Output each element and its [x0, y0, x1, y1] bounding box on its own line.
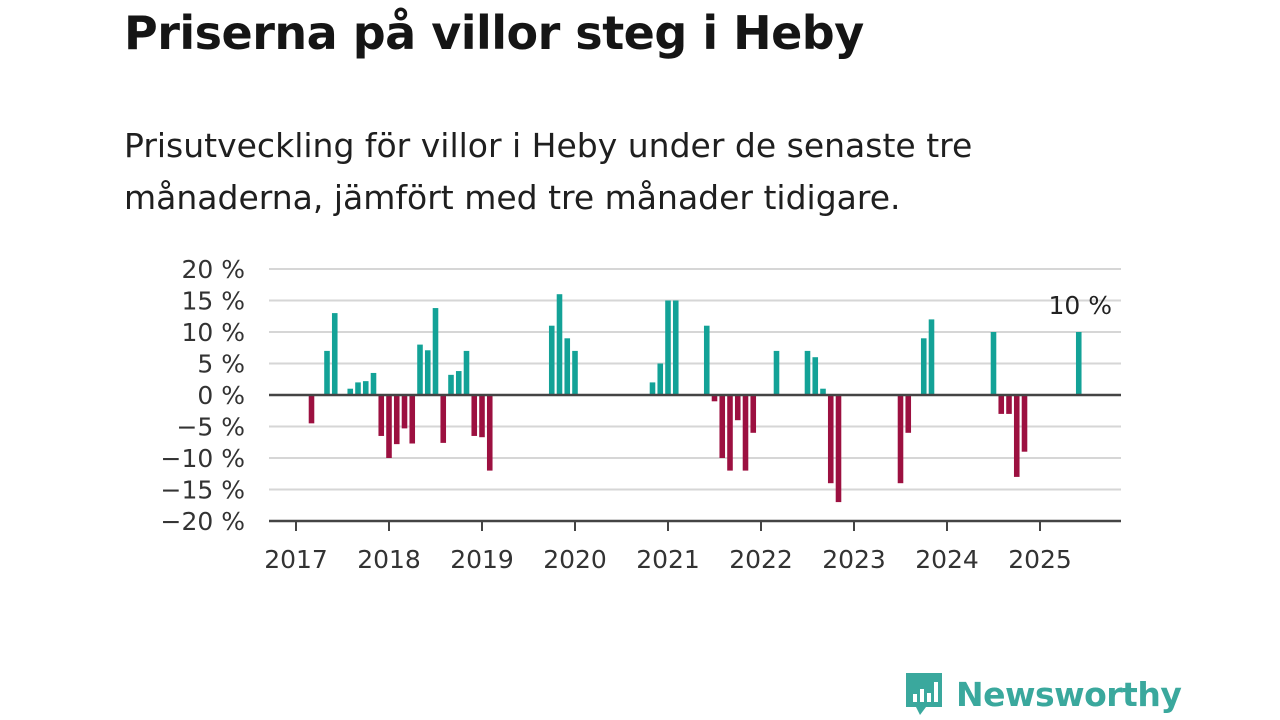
- bar: [355, 382, 361, 395]
- bar: [1013, 395, 1020, 477]
- x-tick-label: 2023: [822, 545, 886, 574]
- brand-logo: Newsworthy: [902, 668, 1182, 720]
- bar: [440, 395, 447, 443]
- bar: [448, 374, 454, 395]
- bar: [742, 395, 749, 471]
- bar: [905, 395, 912, 433]
- y-tick-label: 5 %: [197, 350, 245, 379]
- bar: [548, 325, 555, 395]
- bar: [362, 381, 369, 395]
- y-tick-label: 20 %: [181, 255, 245, 284]
- x-tick-label: 2025: [1008, 545, 1072, 574]
- bar: [463, 350, 470, 395]
- y-tick-label: 0 %: [197, 381, 245, 410]
- x-tick-label: 2020: [543, 545, 607, 574]
- y-tick-label: −5 %: [176, 413, 245, 442]
- x-tick-label: 2024: [915, 545, 979, 574]
- bar: [331, 313, 338, 395]
- y-tick-label: −20 %: [161, 507, 245, 536]
- bar: [378, 395, 385, 436]
- bar: [556, 294, 563, 395]
- bar: [479, 395, 485, 438]
- bar: [424, 350, 431, 395]
- bar: [1021, 395, 1028, 452]
- bar: [928, 319, 935, 395]
- bar: [750, 395, 757, 433]
- bar: [1075, 332, 1082, 395]
- bar: [711, 395, 718, 402]
- bars: [308, 294, 1082, 503]
- bar: [432, 308, 439, 395]
- y-tick-label: 15 %: [181, 287, 245, 316]
- y-tick-label: −15 %: [161, 476, 245, 505]
- bar: [409, 395, 416, 444]
- bar: [897, 395, 904, 484]
- bar: [564, 338, 571, 395]
- bar: [649, 382, 656, 395]
- bar: [657, 363, 664, 395]
- x-tick-label: 2019: [450, 545, 514, 574]
- bar: [665, 300, 671, 395]
- bar: [727, 395, 733, 471]
- chart-subtitle: Prisutveckling för villor i Heby under d…: [124, 126, 973, 217]
- labels: 20 %15 %10 %5 %0 %−5 %−10 %−15 %−20 %201…: [161, 255, 1112, 574]
- x-tick-label: 2018: [357, 545, 421, 574]
- value-annotation: 10 %: [1048, 291, 1112, 320]
- x-tick-label: 2021: [636, 545, 700, 574]
- bar: [471, 395, 478, 436]
- bar: [812, 357, 819, 395]
- brand-name: Newsworthy: [956, 674, 1182, 714]
- x-tick-label: 2017: [264, 545, 328, 574]
- bar: [393, 395, 400, 445]
- bar: [401, 395, 408, 429]
- bar: [998, 395, 1005, 414]
- bar: [820, 388, 826, 395]
- bar: [324, 350, 330, 395]
- bar: [773, 350, 780, 395]
- bar: [386, 395, 392, 458]
- bar: [920, 338, 927, 395]
- bar: [455, 371, 462, 395]
- bar: [347, 388, 354, 395]
- bar: [990, 332, 997, 395]
- bar: [417, 344, 423, 395]
- chart-title: Priserna på villor steg i Heby: [124, 6, 864, 60]
- bar: [308, 395, 315, 424]
- bar: [719, 395, 726, 458]
- bar: [804, 350, 811, 395]
- bar: [827, 395, 834, 484]
- bar: [703, 325, 710, 395]
- bar: [672, 300, 679, 395]
- y-tick-label: −10 %: [161, 444, 245, 473]
- newsworthy-logo-icon: [906, 673, 942, 715]
- bar: [370, 372, 377, 395]
- bar: [734, 395, 741, 421]
- axes: [269, 393, 1121, 531]
- y-tick-label: 10 %: [181, 318, 245, 347]
- bar: [835, 395, 842, 503]
- x-tick-label: 2022: [729, 545, 793, 574]
- bar: [1006, 395, 1012, 414]
- bar: [572, 350, 578, 395]
- bar: [486, 395, 493, 471]
